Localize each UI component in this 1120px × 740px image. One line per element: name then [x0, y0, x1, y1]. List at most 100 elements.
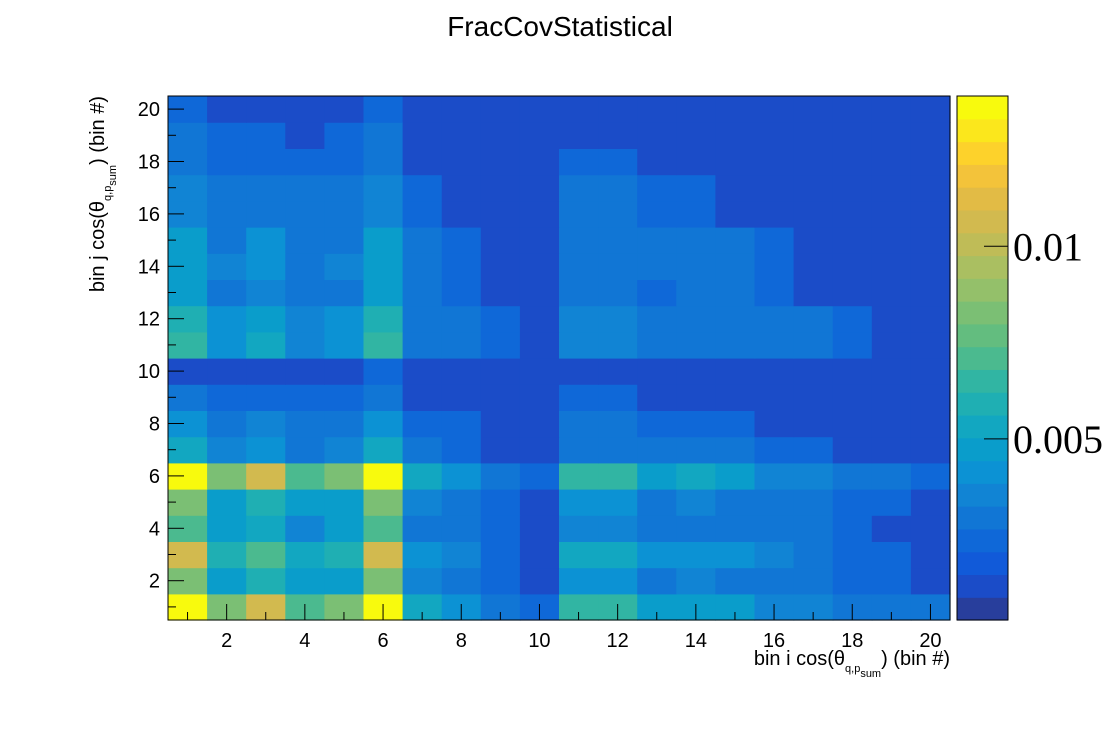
heatmap-cell	[559, 384, 599, 411]
heatmap-cell	[871, 227, 912, 254]
heatmap-cell	[441, 331, 482, 359]
heatmap-cell	[598, 122, 638, 149]
y-tick-label: 20	[138, 99, 160, 121]
heatmap-cell	[324, 279, 365, 307]
heatmap-cell	[637, 174, 677, 202]
y-axis-label-subsub: sum	[107, 165, 119, 186]
heatmap-cell	[402, 567, 443, 595]
heatmap-cell	[207, 489, 247, 516]
color-scale-step	[957, 414, 1008, 439]
heatmap-cell	[559, 358, 599, 385]
heatmap-cell	[754, 541, 795, 569]
y-tick-label: 16	[138, 204, 160, 226]
heatmap-cell	[676, 174, 716, 202]
x-axis-label: bin i cos(θq,psum) (bin #)	[754, 648, 950, 680]
heatmap-cell	[441, 489, 482, 516]
heatmap-cell	[754, 489, 795, 516]
heatmap-cell	[207, 567, 247, 595]
heatmap-cell	[793, 410, 834, 438]
y-axis-label-suffix: ) (bin #)	[87, 96, 109, 165]
heatmap-cell	[480, 436, 521, 464]
heatmap-cell	[637, 358, 677, 385]
heatmap-cell	[637, 200, 677, 228]
heatmap-cell	[793, 279, 834, 307]
heatmap-cell	[715, 227, 756, 254]
heatmap-cell	[793, 227, 834, 254]
heatmap-cell	[598, 148, 638, 176]
heatmap-cell	[871, 253, 912, 280]
color-scale-step	[957, 483, 1008, 507]
heatmap-cell	[715, 253, 756, 280]
heatmap-cell	[246, 410, 286, 438]
heatmap-cell	[598, 462, 638, 490]
heatmap-cell	[480, 331, 521, 359]
heatmap-cell	[519, 462, 560, 490]
heatmap-cell	[637, 96, 677, 123]
heatmap-cell	[793, 515, 834, 542]
x-tick-label: 4	[299, 630, 310, 652]
heatmap-cell	[285, 515, 325, 542]
heatmap-cell	[480, 279, 521, 307]
heatmap-cell	[441, 462, 482, 490]
heatmap-cell	[715, 96, 756, 123]
heatmap-cell	[285, 122, 325, 149]
color-scale-step	[957, 141, 1008, 165]
heatmap-cell	[402, 331, 443, 359]
heatmap-cell	[715, 174, 756, 202]
heatmap-cell	[559, 227, 599, 254]
heatmap-cell	[832, 253, 873, 280]
heatmap-cell	[559, 148, 599, 176]
heatmap-cell	[441, 200, 482, 228]
heatmap-cell	[285, 305, 325, 333]
heatmap-cell	[480, 541, 521, 569]
heatmap-cell	[793, 384, 834, 411]
heatmap-cell	[246, 567, 286, 595]
heatmap-cell	[246, 122, 286, 149]
heatmap-cell	[676, 515, 716, 542]
heatmap-cell	[246, 174, 286, 202]
heatmap-cell	[832, 174, 873, 202]
heatmap-cell	[793, 462, 834, 490]
color-scale-step	[957, 209, 1008, 234]
heatmap-cell	[324, 227, 365, 254]
heatmap-cell	[637, 305, 677, 333]
x-tick-labels: 2 4 6 8 10 12 14 16 18 20	[221, 630, 941, 652]
x-axis-label-suffix: ) (bin #)	[881, 648, 950, 670]
heatmap-cell	[285, 436, 325, 464]
heatmap-cell	[676, 358, 716, 385]
heatmap-cell	[637, 436, 677, 464]
heatmap-cell	[363, 489, 404, 516]
heatmap-cell	[480, 174, 521, 202]
heatmap-cell	[480, 305, 521, 333]
heatmap-cell	[598, 253, 638, 280]
heatmap-cell	[676, 253, 716, 280]
heatmap-cell	[246, 436, 286, 464]
heatmap-cell	[637, 410, 677, 438]
heatmap-cell	[207, 253, 247, 280]
heatmap-cell	[441, 436, 482, 464]
heatmap-cell	[832, 489, 873, 516]
heatmap-cell	[715, 305, 756, 333]
heatmap-cell	[832, 227, 873, 254]
heatmap-cell	[246, 96, 286, 123]
heatmap-cell	[598, 227, 638, 254]
heatmap-cell	[715, 436, 756, 464]
heatmap-cell	[402, 462, 443, 490]
heatmap-cell	[246, 279, 286, 307]
heatmap-cell	[754, 279, 795, 307]
heatmap-cell	[754, 358, 795, 385]
heatmap-cell	[910, 541, 951, 569]
heatmap-cell	[910, 410, 951, 438]
heatmap-cell	[598, 305, 638, 333]
heatmap-cell	[480, 384, 521, 411]
color-scale-bar	[956, 95, 1009, 621]
heatmap-cell	[246, 384, 286, 411]
color-scale-step	[957, 392, 1008, 416]
heatmap-cell	[793, 436, 834, 464]
heatmap-cell	[910, 515, 951, 542]
y-tick-label: 4	[149, 518, 160, 540]
heatmap-cell	[715, 279, 756, 307]
heatmap-cell	[715, 384, 756, 411]
heatmap-cell	[832, 410, 873, 438]
heatmap-cell	[637, 462, 677, 490]
